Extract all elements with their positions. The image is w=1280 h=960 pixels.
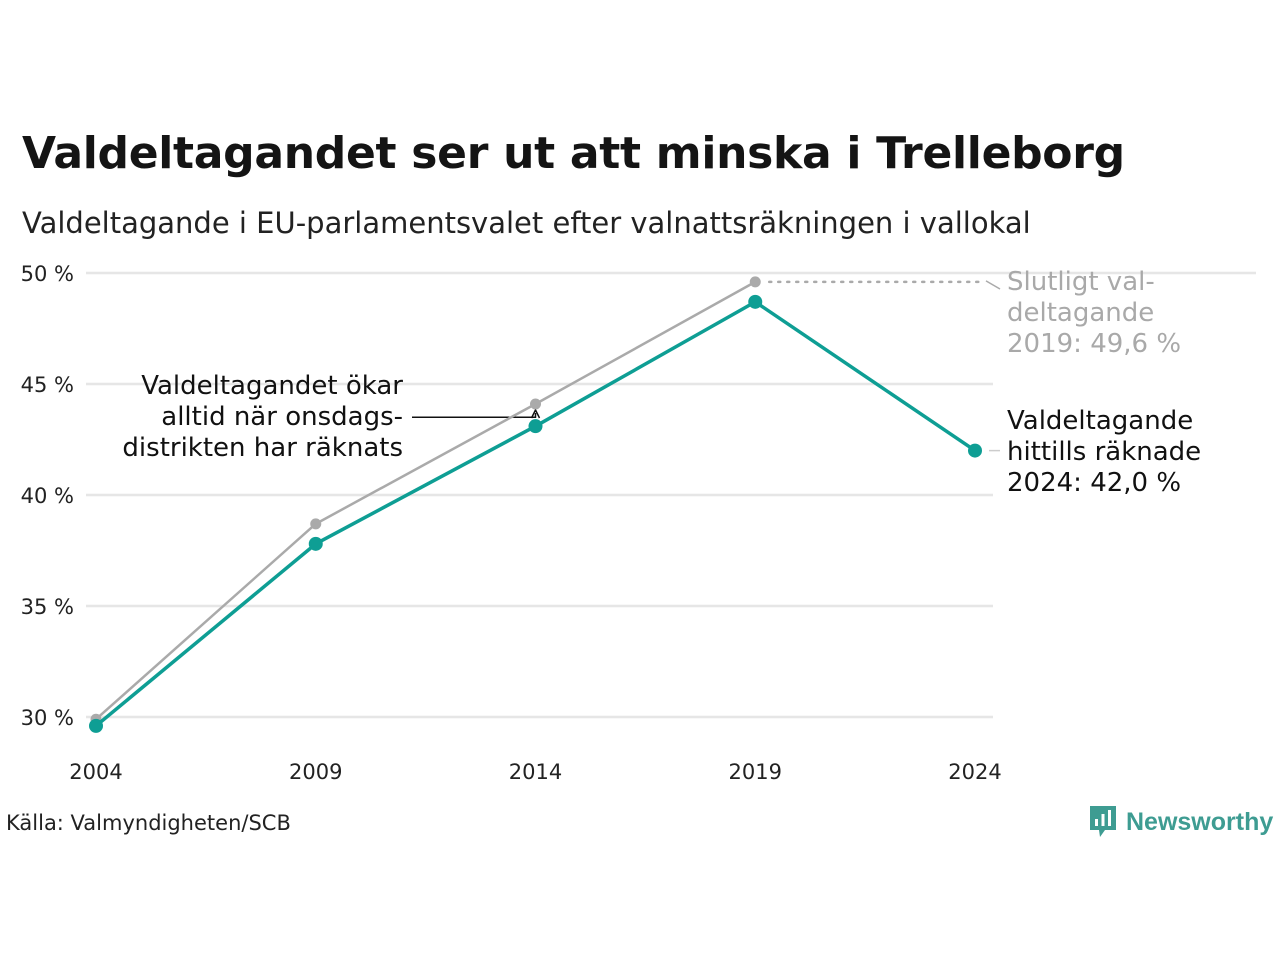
y-tick-label: 50 % xyxy=(21,262,74,286)
annotation-current-2024-line: 2024: 42,0 % xyxy=(1007,468,1181,498)
annotation-final-2019-line: 2019: 49,6 % xyxy=(1007,329,1181,359)
annotation-final-2019-line: deltagande xyxy=(1007,298,1154,328)
data-point-election_night xyxy=(308,536,323,551)
x-tick-label: 2009 xyxy=(289,760,342,784)
data-point-election_night xyxy=(968,443,982,458)
chart-title: Valdeltagandet ser ut att minska i Trell… xyxy=(22,128,1125,179)
x-tick-label: 2014 xyxy=(509,760,562,784)
source-note: Källa: Valmyndigheten/SCB xyxy=(6,811,291,835)
chart-subtitle: Valdeltagande i EU-parlamentsvalet efter… xyxy=(22,206,1031,240)
x-tick-label: 2024 xyxy=(948,760,1001,784)
increase-arrow-line xyxy=(412,412,537,419)
data-point-election_night xyxy=(528,419,543,434)
data-point-final xyxy=(530,398,541,410)
data-point-election_night xyxy=(89,718,103,733)
annotation-current-2024-line: hittills räknade xyxy=(1007,437,1201,467)
annotation-final-2019-line: Slutligt val- xyxy=(1007,267,1155,297)
annotation-increase-line: distrikten har räknats xyxy=(122,433,403,463)
annotation-increase-line: alltid när onsdags- xyxy=(161,402,403,432)
x-tick-label: 2019 xyxy=(729,760,782,784)
annotation-current-2024-line: Valdeltagande xyxy=(1007,406,1193,436)
y-axis-ticks: 30 % 35 % 40 % 45 % 50 % xyxy=(21,262,74,730)
annotation-increase-line: Valdeltagandet ökar xyxy=(141,371,403,401)
series-line-election_night xyxy=(94,300,976,728)
newsworthy-logo-icon xyxy=(1090,806,1116,837)
x-axis-ticks: 2004 2009 2014 2019 2024 xyxy=(69,760,1001,784)
brand-logo: Newsworthy xyxy=(1088,804,1273,840)
y-tick-label: 30 % xyxy=(21,706,74,730)
final-2019-leader-tick xyxy=(985,280,1001,290)
x-tick-label: 2004 xyxy=(69,760,122,784)
data-point-final xyxy=(310,518,322,530)
y-tick-label: 40 % xyxy=(21,484,74,508)
brand-name: Newsworthy xyxy=(1126,807,1274,836)
increase-arrow-head xyxy=(530,408,541,419)
gridlines xyxy=(86,271,1256,719)
data-point-election_night xyxy=(748,294,763,309)
y-tick-label: 35 % xyxy=(21,595,74,619)
series-group xyxy=(89,276,982,733)
series-line-final xyxy=(95,280,756,721)
y-tick-label: 45 % xyxy=(21,373,74,397)
annotation-leaders xyxy=(412,280,1001,452)
data-point-final xyxy=(749,276,761,288)
